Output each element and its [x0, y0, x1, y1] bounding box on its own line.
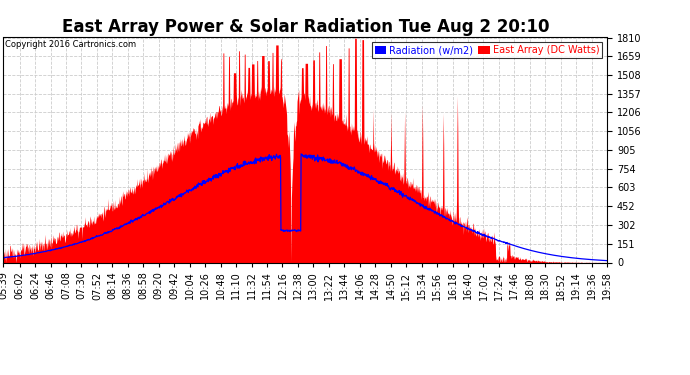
Legend: Radiation (w/m2), East Array (DC Watts): Radiation (w/m2), East Array (DC Watts): [372, 42, 602, 58]
Text: Copyright 2016 Cartronics.com: Copyright 2016 Cartronics.com: [5, 40, 136, 49]
Title: East Array Power & Solar Radiation Tue Aug 2 20:10: East Array Power & Solar Radiation Tue A…: [61, 18, 549, 36]
